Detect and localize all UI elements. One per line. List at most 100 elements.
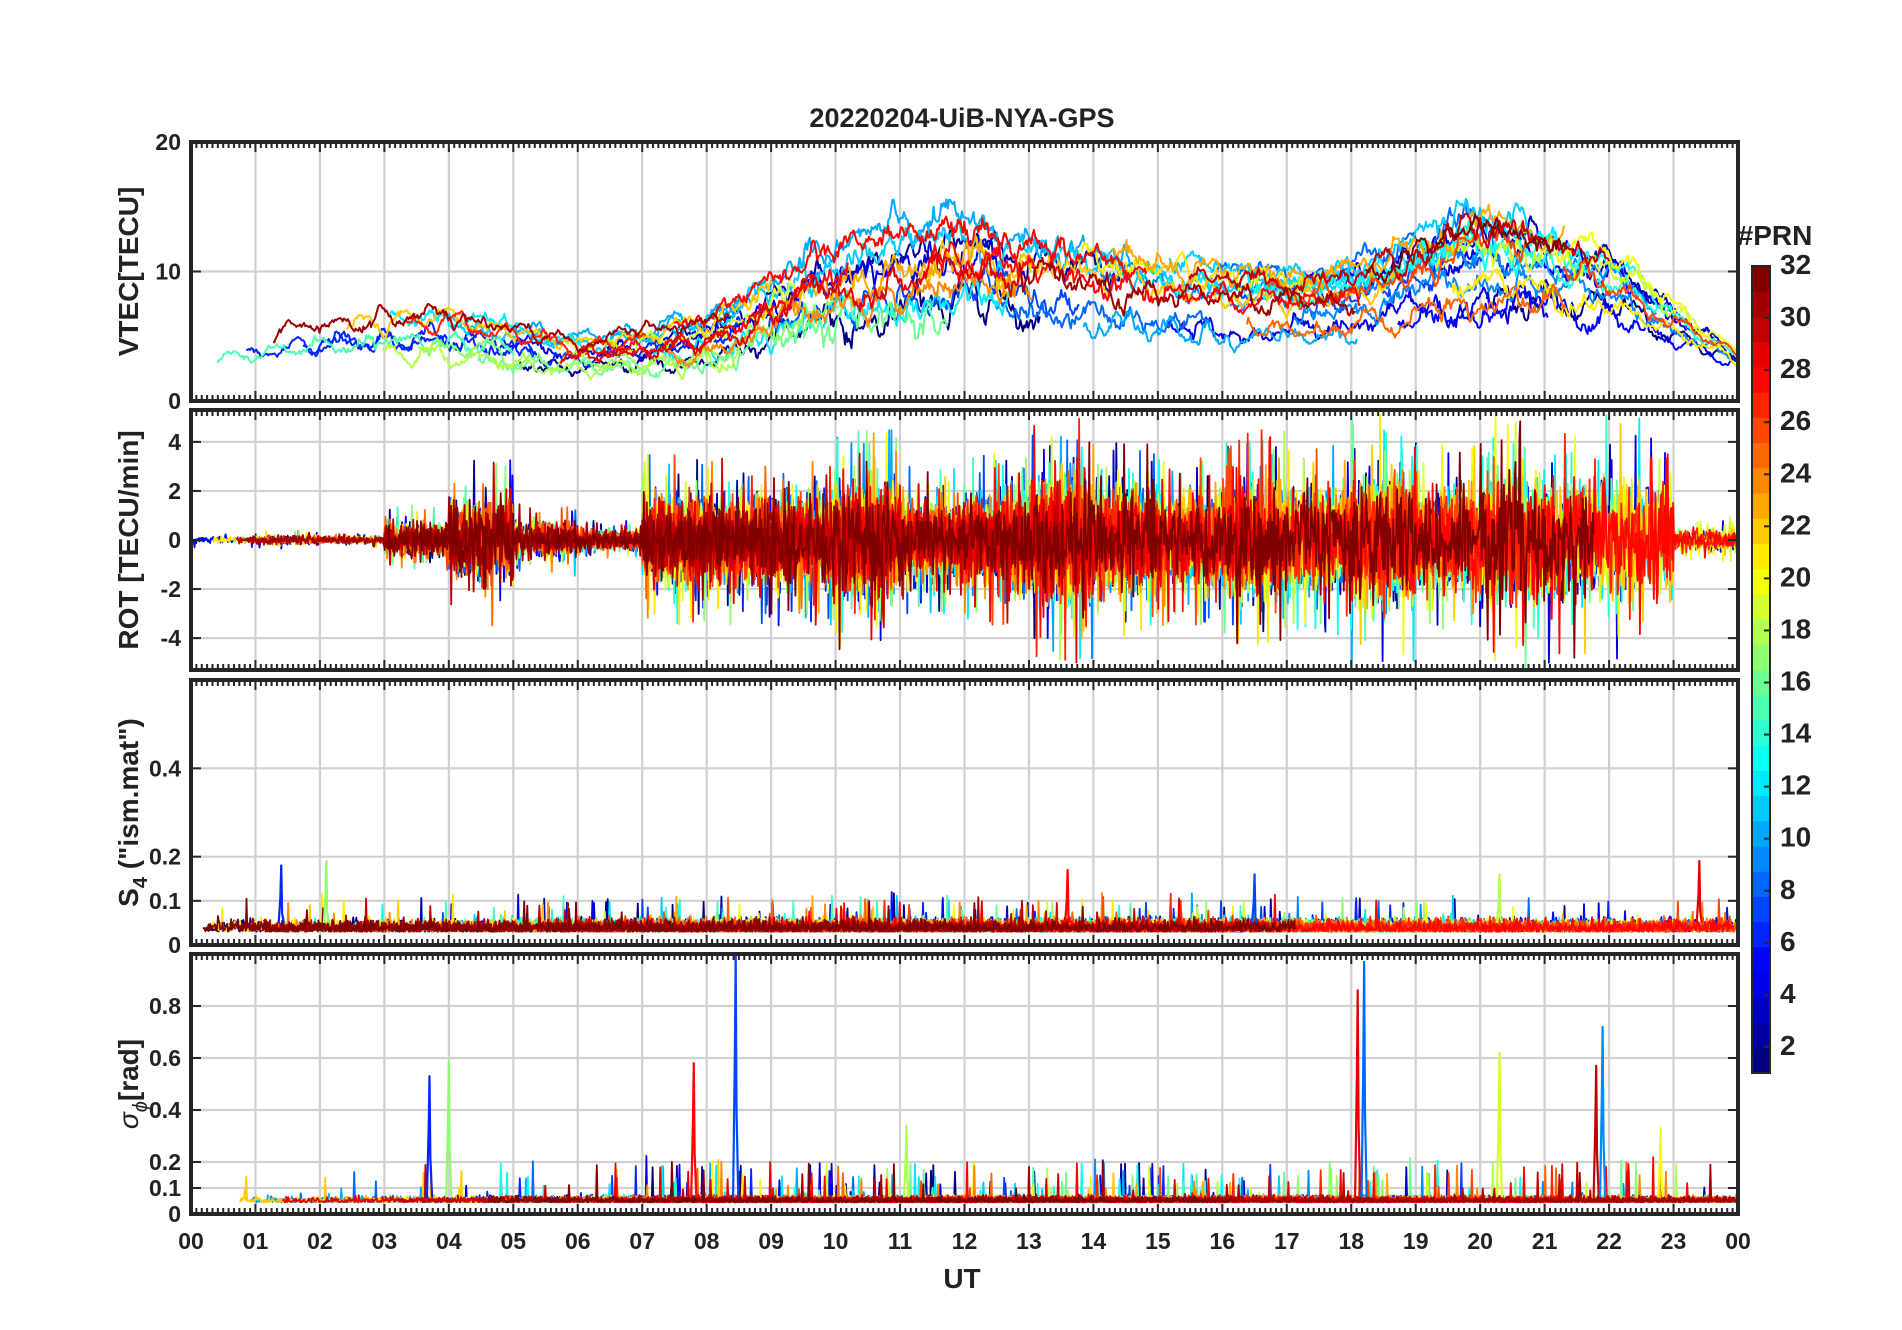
colorbar-tick-label: 12 — [1780, 770, 1811, 801]
colorbar-title: #PRN — [1738, 220, 1813, 251]
y-tick-label: 0.1 — [149, 888, 181, 914]
panel-rot: -4 -2 0 2 4 ROT [TECU/min] — [113, 408, 1740, 672]
y-tick-label: -4 — [161, 625, 182, 651]
y-tick-label: 2 — [168, 478, 181, 504]
colorbar-tick-label: 24 — [1780, 457, 1812, 488]
x-tick-label: 20 — [1467, 1228, 1493, 1254]
x-ticks — [190, 954, 1739, 1214]
y-tick-label: 0.8 — [149, 993, 181, 1019]
colorbar-segment — [1752, 593, 1770, 620]
colorbar-segment — [1752, 442, 1770, 469]
colorbar-tick-label: 14 — [1780, 718, 1812, 749]
colorbar-segment — [1752, 1022, 1770, 1049]
peak-mark — [1063, 868, 1072, 924]
x-tick-label: 14 — [1081, 1228, 1107, 1254]
colorbar-segment — [1752, 846, 1770, 872]
series-prn-28 — [931, 241, 1361, 315]
x-tick-label: 08 — [694, 1228, 720, 1254]
series-prn-21 — [1451, 268, 1738, 368]
series-prn-17 — [417, 298, 840, 374]
peak-mark — [1598, 1025, 1607, 1198]
peak-mark — [322, 859, 331, 924]
x-ticks — [190, 142, 1739, 401]
colorbar-segment — [1752, 543, 1770, 570]
y-tick-label: 4 — [168, 429, 181, 455]
colorbar-tick-label: 10 — [1780, 822, 1811, 853]
peak-mark — [1495, 873, 1504, 924]
x-tick-label: 09 — [758, 1228, 784, 1254]
series-prn-23 — [1111, 203, 1566, 291]
grid — [191, 954, 1738, 1214]
colorbar-segment — [1752, 392, 1770, 418]
series-prn-31 — [272, 303, 730, 352]
series-prn-24 — [663, 267, 1034, 367]
y-axis-label-suffix: ("ism.mat") — [113, 718, 144, 877]
colorbar-segment — [1752, 518, 1770, 544]
colorbar-segment — [1752, 1047, 1770, 1074]
x-tick-label: 13 — [1016, 1228, 1042, 1254]
colorbar-segment — [1752, 820, 1770, 847]
x-tick-label: 23 — [1661, 1228, 1687, 1254]
colorbar-tick-label: 6 — [1780, 926, 1796, 957]
series-group — [191, 410, 1738, 670]
series-group — [202, 859, 1738, 933]
colorbar-segment — [1752, 921, 1770, 948]
colorbar-segment — [1752, 492, 1770, 519]
series-prn-25 — [1246, 283, 1567, 339]
x-tick-label: 07 — [629, 1228, 655, 1254]
colorbar-segment — [1752, 795, 1770, 822]
colorbar-tick-label: 30 — [1780, 301, 1811, 332]
series-prn-26 — [1561, 257, 1738, 357]
peak-mark — [277, 864, 285, 924]
series-prn-28 — [673, 215, 1147, 329]
y-tick-label: 0 — [168, 527, 181, 553]
series-prn-2 — [606, 227, 1128, 351]
peak-mark — [1354, 989, 1362, 1198]
y-tick-label: 20 — [155, 129, 181, 155]
x-tick-label: 00 — [178, 1228, 204, 1254]
x-tick-label: 00 — [1725, 1228, 1751, 1254]
y-tick-label: 10 — [155, 259, 181, 285]
colorbar-tick-label: 32 — [1780, 249, 1811, 280]
colorbar-segment — [1752, 266, 1770, 292]
colorbar-tick-label: 20 — [1780, 561, 1811, 592]
x-ticks — [190, 410, 1739, 670]
colorbar-segment — [1752, 745, 1770, 771]
colorbar-tick-label: 28 — [1780, 353, 1811, 384]
series-prn-32 — [382, 420, 1595, 659]
y-axis-label: σϕ[rad] — [113, 1039, 152, 1129]
colorbar-segment — [1752, 770, 1770, 797]
panel-sigma_phi: 00.10.2 0.4 0.6 0.8 σϕ[rad] 00 01 02 03 04 05 06 07 0… — [113, 952, 1751, 1254]
series-prn-8 — [995, 298, 1211, 333]
y-tick-label: 0.4 — [149, 755, 181, 781]
y-tick-label: 0.2 — [149, 1149, 181, 1175]
colorbar-tick-label: 26 — [1780, 405, 1811, 436]
x-tick-label: 18 — [1338, 1228, 1364, 1254]
colorbar-segment — [1752, 417, 1770, 444]
colorbar-tick-label: 4 — [1780, 978, 1796, 1009]
y-tick-label: 0 — [168, 388, 181, 414]
y-tick-label: 0.1 — [149, 1175, 181, 1201]
y-ticks — [191, 440, 1738, 640]
x-tick-label: 15 — [1145, 1228, 1171, 1254]
peak-mark — [902, 1124, 911, 1198]
colorbar-segment — [1752, 719, 1770, 746]
y-axis-label: S4 ("ism.mat") — [113, 718, 152, 907]
y-ticks — [191, 1005, 1738, 1215]
series-prn-14 — [1506, 250, 1734, 356]
series-group — [216, 197, 1738, 381]
y-tick-label: 0 — [168, 932, 181, 958]
colorbar-segment — [1752, 997, 1770, 1024]
colorbar-tick-label: 22 — [1780, 509, 1811, 540]
colorbar-segment — [1752, 619, 1770, 645]
x-tick-label: 04 — [436, 1228, 462, 1254]
panel-s4: 00.10.20.4S4 ("ism.mat") — [113, 678, 1740, 958]
colorbar-segment — [1752, 467, 1770, 494]
x-tick-label: 12 — [952, 1228, 978, 1254]
x-tick-label: 21 — [1532, 1228, 1558, 1254]
x-tick-label: 16 — [1210, 1228, 1236, 1254]
colorbar-segment — [1752, 291, 1770, 317]
x-tick-label: 11 — [888, 1228, 913, 1254]
